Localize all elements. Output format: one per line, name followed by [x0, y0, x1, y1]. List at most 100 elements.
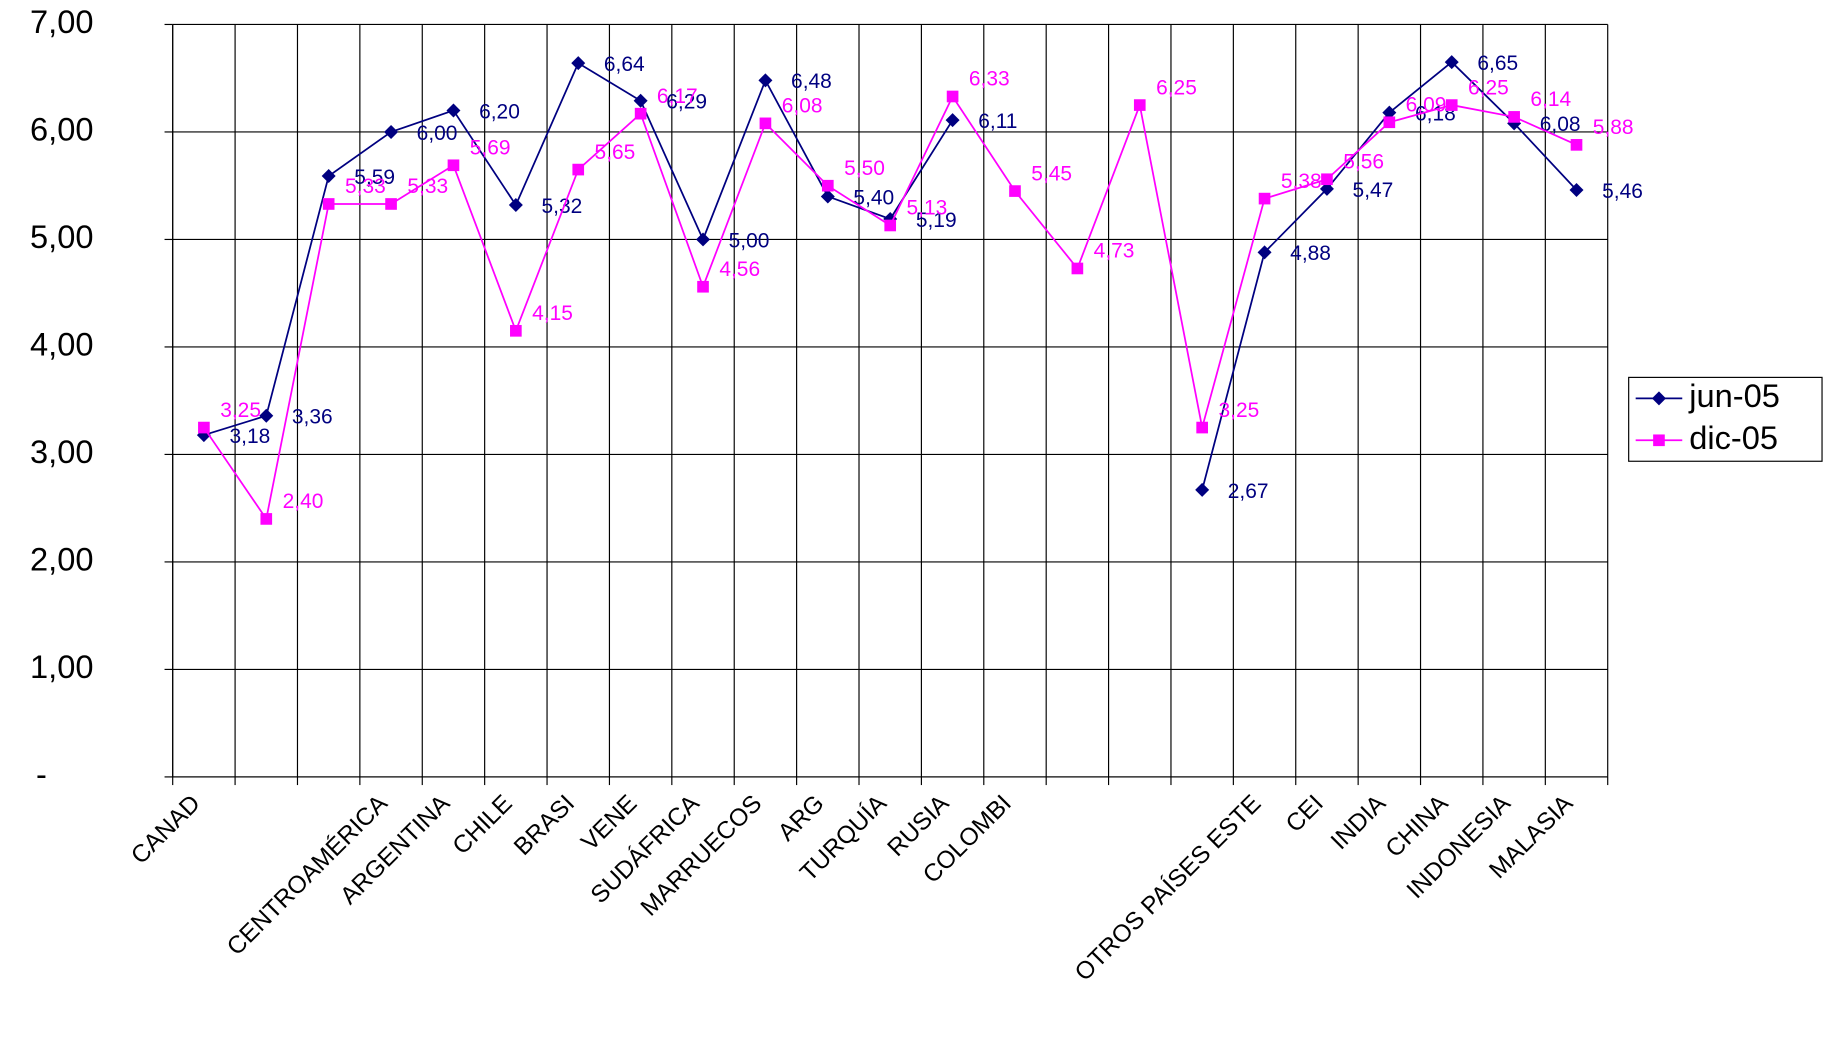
marker: [510, 324, 522, 337]
data-label: 5,40: [853, 186, 894, 209]
marker: [1258, 192, 1271, 205]
data-label: 3,25: [1218, 399, 1259, 422]
data-label: 4,15: [532, 302, 573, 325]
marker: [633, 93, 648, 108]
marker: [446, 103, 461, 118]
data-label: 5,46: [1602, 180, 1643, 203]
data-label: 6,08: [782, 95, 823, 118]
y-tick-label: 5,00: [30, 218, 93, 255]
data-label: 3,36: [292, 406, 333, 429]
marker: [1196, 421, 1208, 434]
marker: [447, 159, 460, 172]
x-tick-label: CHILE: [448, 790, 518, 860]
data-label: 6,14: [1530, 88, 1571, 111]
marker: [1508, 111, 1520, 123]
marker: [385, 198, 397, 210]
y-tick-label: 4,00: [30, 326, 93, 363]
marker: [1570, 139, 1583, 151]
data-label: 6,20: [479, 100, 520, 123]
marker: [696, 232, 711, 247]
marker: [758, 73, 773, 88]
data-label: 3,25: [220, 399, 261, 422]
x-tick-label: ARGENTINA: [335, 789, 455, 909]
x-tick-label: OTROS PAÍSES ESTE: [1070, 790, 1267, 987]
y-tick-label: -: [36, 756, 47, 793]
y-tick-label: 1,00: [30, 648, 93, 685]
y-tick-label: 2,00: [30, 541, 93, 578]
marker: [1195, 482, 1210, 497]
data-label: 5,69: [470, 137, 511, 160]
marker: [321, 169, 336, 184]
data-label: 6,64: [604, 53, 645, 76]
marker: [697, 280, 709, 293]
marker: [508, 198, 523, 213]
data-label: 3,18: [230, 425, 271, 448]
marker: [322, 198, 335, 210]
data-label: 5,32: [541, 195, 582, 218]
legend-box: [1628, 376, 1823, 462]
data-label: 4,56: [719, 258, 760, 281]
data-label: 5,47: [1353, 179, 1394, 202]
data-label: 5,65: [595, 141, 636, 164]
data-label: 5,38: [1281, 170, 1322, 193]
data-label: 5,19: [916, 209, 957, 232]
data-label: 5,50: [844, 157, 885, 180]
marker: [634, 107, 647, 120]
x-tick-label: BRASI: [509, 790, 580, 861]
data-label: 2,67: [1228, 480, 1269, 503]
marker: [1383, 116, 1396, 129]
marker: [945, 113, 960, 128]
data-label: 5,59: [354, 166, 395, 189]
marker: [198, 421, 210, 434]
series-line: [203, 61, 954, 436]
data-label: 6,33: [969, 68, 1010, 91]
x-tick-label: ARG: [773, 790, 830, 847]
marker: [759, 117, 772, 130]
data-label: 5,56: [1343, 150, 1384, 173]
y-tick-label: 6,00: [30, 111, 93, 148]
data-label: 6,00: [417, 122, 458, 145]
marker: [820, 189, 835, 204]
marker: [1382, 105, 1397, 120]
data-label: 5,00: [729, 229, 770, 252]
marker: [259, 408, 274, 423]
data-label: 6,48: [791, 70, 832, 93]
data-label: 5,33: [407, 175, 448, 198]
data-label: 4,73: [1094, 240, 1135, 263]
x-tick-label: CEI: [1281, 790, 1329, 838]
data-label: 6,25: [1156, 76, 1197, 99]
marker: [1071, 262, 1084, 275]
data-label: 6,25: [1468, 76, 1509, 99]
data-label: 6,17: [657, 85, 698, 108]
y-tick-label: 7,00: [30, 3, 93, 40]
marker: [571, 56, 586, 71]
legend-marker: [1653, 434, 1665, 447]
marker: [384, 124, 399, 139]
marker: [946, 90, 959, 103]
data-label: 6,65: [1477, 52, 1518, 75]
marker: [821, 179, 834, 192]
y-tick-label: 3,00: [30, 433, 93, 470]
marker: [1319, 181, 1334, 196]
data-label: 5,45: [1031, 162, 1072, 185]
data-label: 6,18: [1415, 102, 1456, 125]
data-label: 5,88: [1593, 116, 1634, 139]
data-label: 2,40: [283, 490, 324, 513]
marker: [884, 219, 897, 232]
marker: [1321, 173, 1333, 186]
marker: [1445, 99, 1458, 111]
legend-label: dic-05: [1689, 419, 1778, 456]
data-label: 6,08: [1540, 113, 1581, 136]
data-label: 6,29: [666, 91, 707, 114]
legend-marker: [1651, 391, 1666, 406]
data-label: 4,88: [1290, 242, 1331, 265]
legend-label: jun-05: [1688, 377, 1780, 414]
marker: [1009, 185, 1021, 197]
data-label: 6,09: [1406, 94, 1447, 117]
data-label: 5,13: [907, 197, 948, 220]
marker: [572, 163, 585, 176]
x-tick-label: CANAD: [126, 790, 206, 870]
marker: [1133, 99, 1146, 111]
data-label: 5,33: [345, 175, 386, 198]
